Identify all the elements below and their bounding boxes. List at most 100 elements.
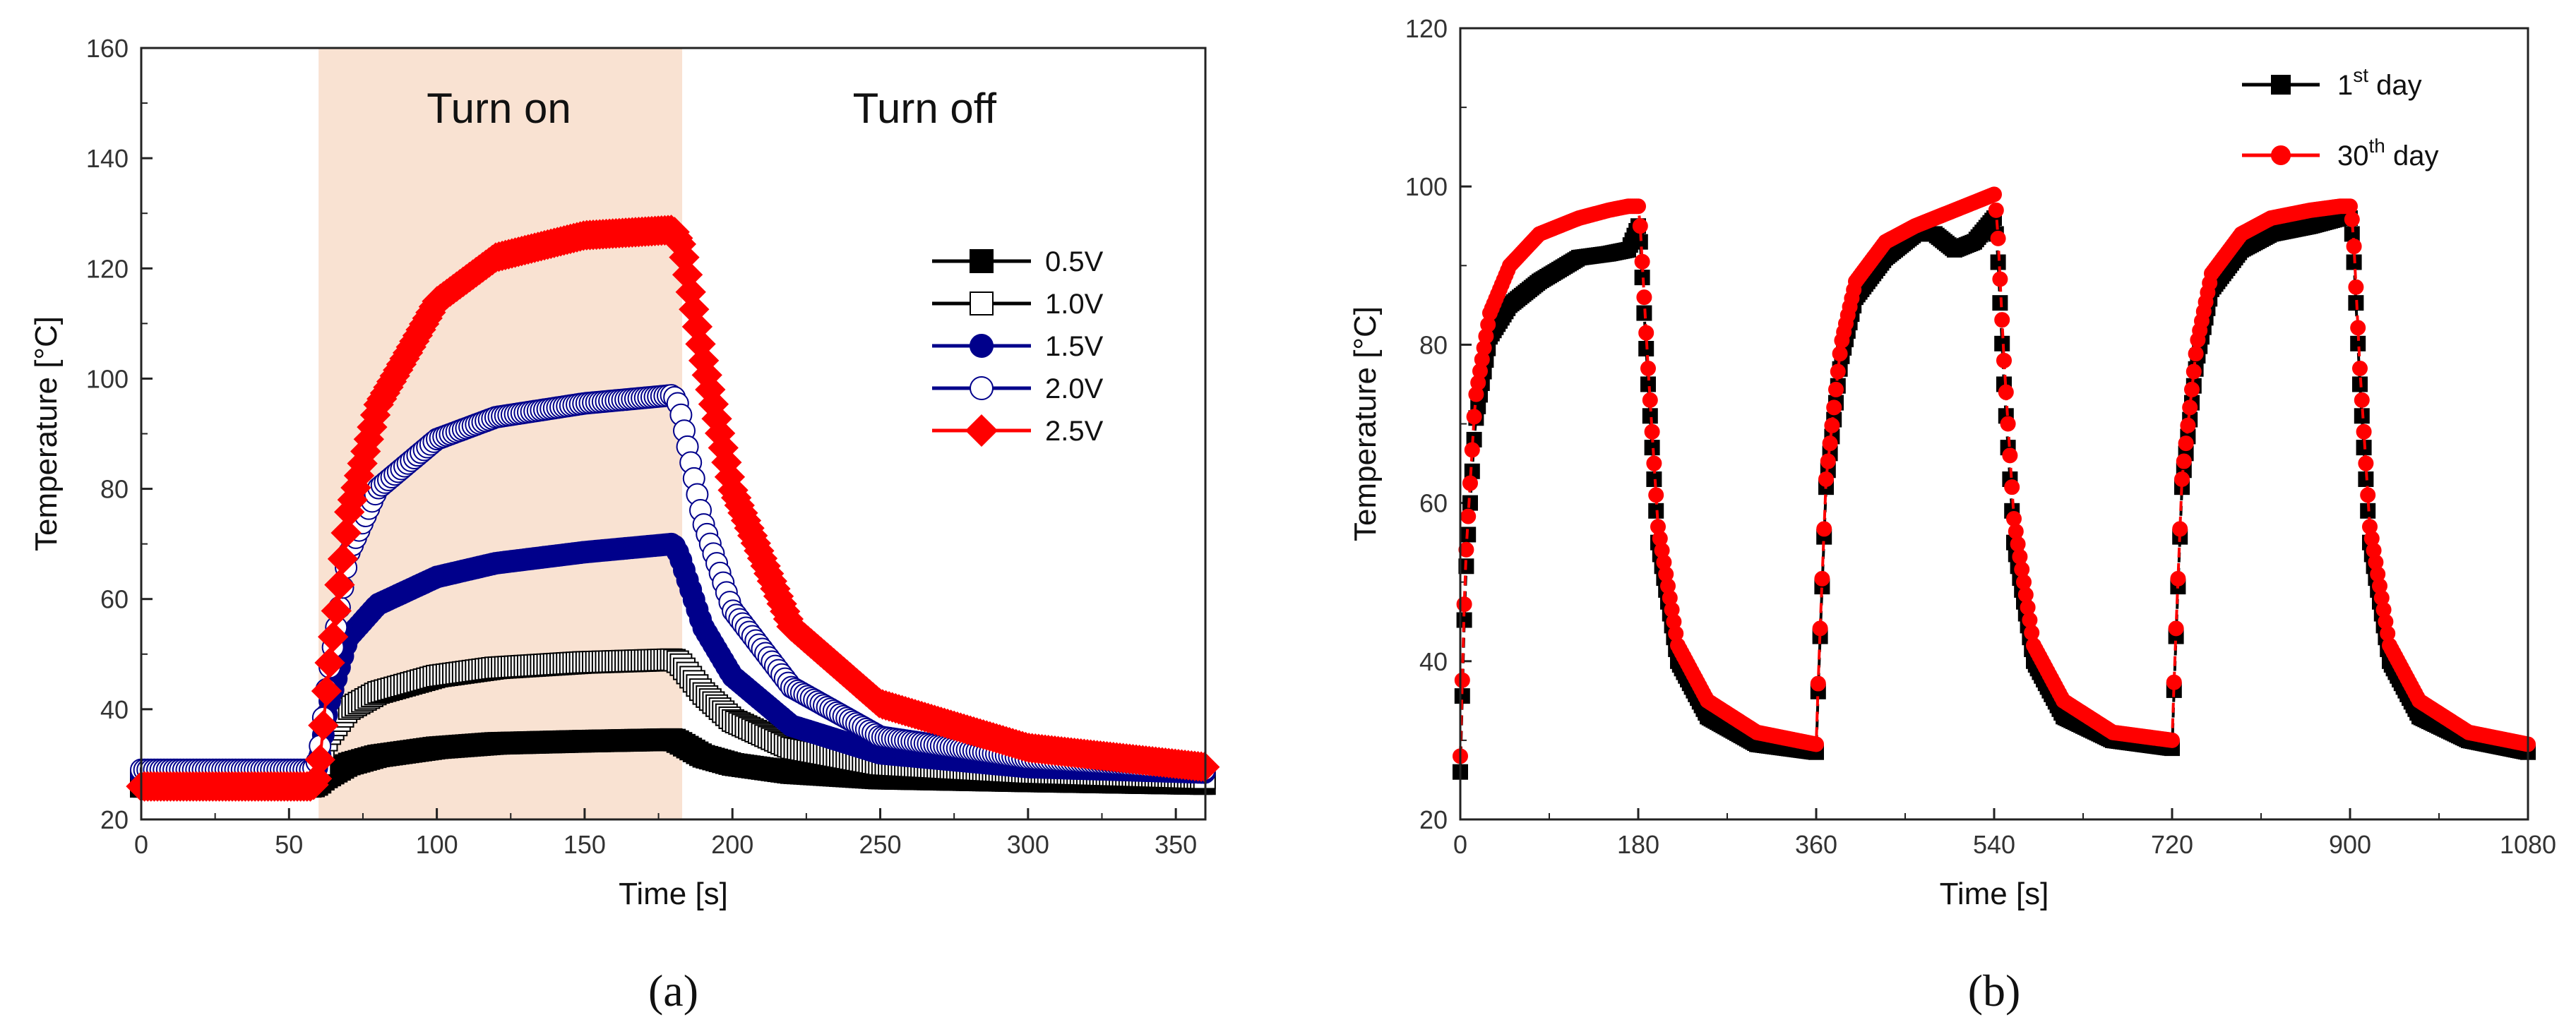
a-legend-label: 1.5V (1045, 331, 1104, 362)
b-data-point (1808, 736, 1824, 752)
b-data-point (2180, 417, 2196, 433)
a-data-point (318, 621, 349, 652)
b-data-point (2024, 625, 2040, 641)
b-data-point (1986, 186, 2002, 203)
b-data-point (2017, 587, 2034, 603)
b-data-point (2022, 612, 2038, 628)
b-data-point (2002, 447, 2018, 464)
b-data-point (2356, 423, 2372, 440)
b-y-tick-label: 100 (1405, 172, 1448, 201)
a-series-2-5v (126, 215, 1220, 802)
b-data-point (2004, 479, 2020, 495)
a-legend-label: 2.0V (1045, 373, 1104, 404)
b-legend-label: 30th day (2337, 135, 2438, 172)
b-data-point (1814, 570, 1830, 587)
b-data-point (2358, 455, 2374, 471)
b-x-tick-label: 360 (1795, 830, 1837, 859)
a-data-point (308, 710, 339, 741)
b-x-axis-label: Time [s] (1940, 877, 2049, 911)
a-y-tick-label: 40 (100, 695, 129, 724)
b-data-point (1998, 384, 2014, 400)
a-annotation-turn-off: Turn off (853, 85, 997, 132)
b-data-point (2164, 732, 2180, 748)
b-x-tick-label: 540 (1973, 830, 2015, 859)
a-series-group (126, 215, 1220, 802)
b-y-tick-label: 120 (1405, 14, 1448, 43)
a-y-tick-label: 160 (86, 34, 129, 63)
b-data-point (1820, 453, 1836, 469)
a-legend-label: 1.0V (1045, 289, 1104, 320)
b-data-point (1632, 218, 1648, 234)
a-x-tick-label: 50 (275, 830, 303, 859)
a-x-tick-label: 350 (1155, 830, 1197, 859)
b-data-point (2342, 198, 2358, 215)
b-data-point (2170, 570, 2186, 587)
b-data-point (1994, 312, 2010, 328)
b-data-point (2014, 561, 2030, 577)
b-data-point (1832, 346, 1848, 362)
b-legend-label: 1st day (2337, 64, 2422, 101)
b-data-point (2184, 381, 2200, 397)
b-y-axis-label: Temperature [°C] (1348, 306, 1383, 541)
b-y-tick-label: 60 (1419, 489, 1448, 518)
b-legend: 1st day 30th day (2242, 64, 2438, 172)
b-data-point (1462, 475, 1478, 491)
b-data-point (1648, 487, 1664, 503)
b-data-point (2346, 239, 2362, 255)
a-data-point (304, 744, 335, 776)
a-data-point (311, 675, 342, 707)
b-x-tick-label: 900 (2329, 830, 2371, 859)
a-annotation-turn-on: Turn on (427, 85, 571, 132)
b-data-point (1460, 508, 1477, 524)
b-plot-frame (1459, 27, 2529, 821)
b-legend-marker (2271, 145, 2291, 165)
b-data-point (1818, 471, 1834, 487)
b-data-point (2010, 536, 2026, 552)
b-data-point (1464, 442, 1480, 458)
a-x-tick-label: 150 (564, 830, 606, 859)
b-data-point (2166, 674, 2182, 690)
b-data-point (1630, 198, 1646, 215)
b-data-point (1988, 202, 2004, 218)
a-legend-marker (970, 334, 994, 358)
b-y-tick-label: 40 (1419, 647, 1448, 676)
b-data-point (2174, 471, 2190, 487)
panel-a: 0 50 100 150 200 250 300 350 20 40 60 80 100 120 140 16… (29, 34, 1220, 1016)
b-x-tick-label: 720 (2151, 830, 2193, 859)
b-x-tick-label: 1080 (2500, 830, 2556, 859)
b-data-point (2172, 521, 2188, 537)
a-y-tick-label: 60 (100, 585, 129, 614)
b-data-point (1992, 271, 2008, 287)
b-data-point (2360, 487, 2376, 503)
b-data-point (1638, 325, 1654, 341)
b-data-point (1822, 435, 1838, 452)
b-data-point (1824, 417, 1840, 433)
b-data-point (2176, 453, 2192, 469)
b-data-point (2354, 392, 2370, 408)
a-y-axis-label: Temperature [°C] (29, 316, 64, 551)
b-data-point (2012, 548, 2028, 565)
a-axis-ticks: 0 50 100 150 200 250 300 350 20 40 60 80 100 120 140 16… (86, 34, 1197, 859)
b-data-point (2352, 361, 2368, 377)
b-y-tick-label: 80 (1419, 330, 1448, 359)
a-x-tick-label: 200 (711, 830, 753, 859)
a-y-tick-label: 80 (100, 475, 129, 504)
b-data-point (2188, 346, 2204, 362)
a-legend-marker (970, 291, 994, 315)
a-plot-frame (140, 47, 1207, 821)
b-data-point (2020, 599, 2036, 615)
b-data-point (2178, 435, 2194, 452)
b-data-point (1642, 392, 1658, 408)
b-data-point (1830, 363, 1846, 380)
b-data-point (1828, 381, 1844, 397)
panel-b: 0 180 360 540 720 900 1080 20 40 60 80 100 120 Time … (1348, 14, 2556, 1016)
b-y-tick-label: 20 (1419, 805, 1448, 834)
a-data-point (314, 647, 345, 678)
a-panel-label: (a) (648, 966, 698, 1016)
b-data-point (1996, 352, 2012, 368)
a-x-tick-label: 250 (859, 830, 901, 859)
b-series-30th-day (1453, 186, 2536, 764)
a-legend-marker (970, 249, 994, 273)
b-data-point (1816, 521, 1832, 537)
a-data-point (327, 543, 359, 575)
